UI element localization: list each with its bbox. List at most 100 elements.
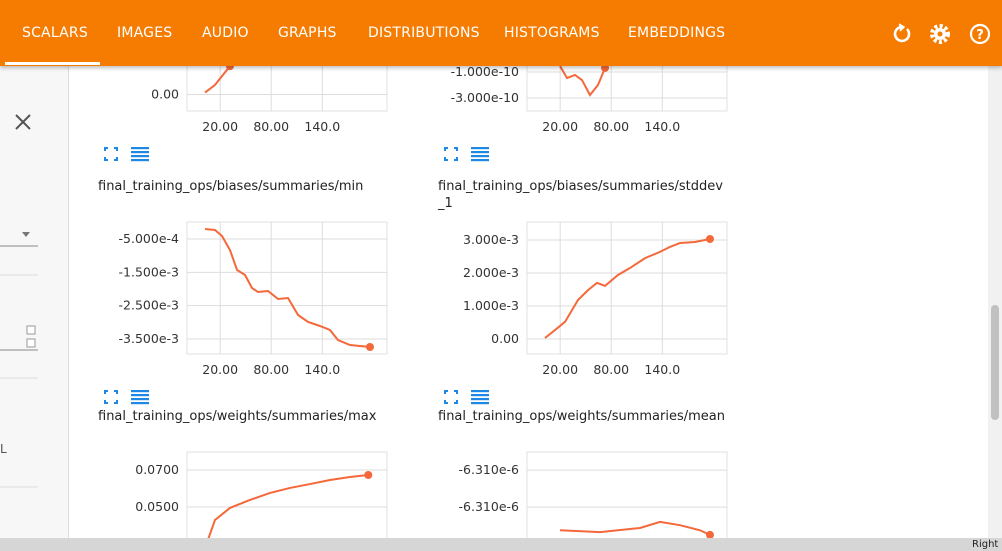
y-tick-label: -2.500e-3 — [119, 298, 179, 313]
icon-part — [471, 155, 489, 158]
last-point — [365, 343, 374, 351]
y-tick-label: 0.00 — [491, 331, 519, 346]
scroll-thumb[interactable] — [991, 305, 999, 420]
icon-part — [471, 394, 489, 397]
x-tick-label: 140.0 — [304, 119, 340, 134]
data-table-icon[interactable] — [471, 147, 489, 162]
icon-part — [471, 402, 489, 405]
data-line — [204, 228, 371, 348]
icon-part — [471, 159, 489, 162]
icon-part — [131, 159, 149, 162]
last-point — [705, 234, 714, 243]
scrollbar[interactable] — [988, 66, 1002, 538]
icon-part — [131, 402, 149, 405]
plot-area — [526, 66, 728, 112]
x-tick-label: 20.00 — [202, 119, 238, 134]
icon-part — [444, 390, 458, 404]
expand-icon[interactable] — [104, 147, 118, 161]
x-tick-label: 20.00 — [542, 119, 578, 134]
plot-area — [526, 221, 728, 355]
y-tick-label: -6.310e-6 — [459, 499, 519, 514]
last-point — [705, 530, 714, 538]
plot-area — [186, 451, 388, 538]
icon-part — [131, 147, 149, 150]
sidebar-controls: L — [0, 114, 38, 488]
icon-part — [471, 398, 489, 401]
data-table-icon[interactable] — [131, 390, 149, 405]
nav-tab[interactable]: IMAGES — [117, 25, 173, 41]
tab-underline — [5, 62, 100, 65]
taskbar-label: Right — [972, 539, 999, 550]
svg-text:?: ? — [976, 28, 984, 43]
last-point — [364, 470, 373, 479]
help-icon[interactable]: ? — [969, 23, 991, 45]
refresh-icon[interactable] — [893, 23, 911, 43]
y-tick-label: -6.310e-6 — [459, 462, 519, 477]
nav-tab[interactable]: DISTRIBUTIONS — [368, 25, 480, 41]
y-tick-label: -1.500e-3 — [119, 264, 179, 279]
expand-icon[interactable] — [104, 390, 118, 404]
icon-part — [471, 147, 489, 150]
toolbar-icons: ? — [893, 23, 991, 45]
spinner-up[interactable] — [26, 325, 36, 335]
expand-icon[interactable] — [444, 147, 458, 161]
x-tick-label: 140.0 — [644, 362, 680, 377]
nav-tab[interactable]: AUDIO — [202, 25, 249, 41]
x-tick-label: 80.00 — [593, 119, 629, 134]
y-tick-label: 3.000e-3 — [463, 232, 519, 247]
x-tick-label: 80.00 — [593, 362, 629, 377]
y-tick-label: -3.500e-3 — [119, 331, 179, 346]
expand-icon[interactable] — [444, 390, 458, 404]
plot-area — [186, 66, 388, 112]
y-tick-label: 2.000e-3 — [463, 265, 519, 280]
y-tick-label: 0.0700 — [135, 462, 179, 477]
plot-area — [526, 451, 728, 538]
data-line — [559, 66, 606, 97]
icon-part — [131, 390, 149, 393]
chart-title: final_training_ops/biases/summaries/stdd… — [438, 179, 723, 211]
nav-tab[interactable]: SCALARS — [22, 25, 88, 41]
last-point — [601, 66, 610, 72]
x-tick-label: 20.00 — [202, 362, 238, 377]
x-tick-label: 20.00 — [542, 362, 578, 377]
data-line — [544, 238, 711, 339]
nav-tab[interactable]: HISTOGRAMS — [504, 25, 600, 41]
x-tick-label: 140.0 — [644, 119, 680, 134]
icon-part — [131, 398, 149, 401]
chart-title: final_training_ops/biases/summaries/min — [98, 179, 364, 194]
y-tick-label: 0.00 — [151, 87, 179, 102]
icon-part — [104, 390, 118, 404]
spinner-down[interactable] — [26, 338, 36, 348]
chart-title: final_training_ops/weights/summaries/max — [98, 409, 377, 424]
x-tick-label: 140.0 — [304, 362, 340, 377]
icon-part — [471, 390, 489, 393]
dropdown-arrow[interactable] — [22, 232, 30, 237]
nav-tab[interactable]: GRAPHS — [278, 25, 337, 41]
x-tick-label: 80.00 — [253, 119, 289, 134]
icon-part — [131, 155, 149, 158]
data-table-icon[interactable] — [471, 390, 489, 405]
data-line — [204, 66, 231, 94]
y-tick-label: 0.0500 — [135, 499, 179, 514]
main-panel: 0.00 20.00 80.00 140.0 -1.000e-10 -3.000e-10 2… — [69, 66, 988, 538]
plot-area — [186, 221, 388, 355]
icon-part — [131, 394, 149, 397]
taskbar: Right — [0, 538, 1002, 551]
icon-part — [131, 151, 149, 154]
y-tick-label: -3.000e-10 — [451, 90, 519, 105]
x-tick-label: 80.00 — [253, 362, 289, 377]
data-line — [207, 474, 369, 538]
close-button[interactable] — [15, 114, 31, 130]
last-point — [225, 66, 234, 71]
nav-tab[interactable]: EMBEDDINGS — [628, 25, 726, 41]
top-bar: ? SCALARS IMAGES AUDIO GRAPHS DISTRIBUTIONS H… — [0, 0, 1002, 66]
chart-title: final_training_ops/weights/summaries/mea… — [438, 409, 725, 424]
sidebar: L — [0, 66, 69, 538]
data-line — [559, 520, 711, 536]
icon-part — [471, 151, 489, 154]
data-table-icon[interactable] — [131, 147, 149, 162]
sidebar-label: L — [0, 442, 7, 456]
charts: 0.00 20.00 80.00 140.0 -1.000e-10 -3.000e-10 2… — [104, 66, 728, 538]
icon-part — [444, 147, 458, 161]
settings-icon[interactable] — [930, 24, 950, 44]
